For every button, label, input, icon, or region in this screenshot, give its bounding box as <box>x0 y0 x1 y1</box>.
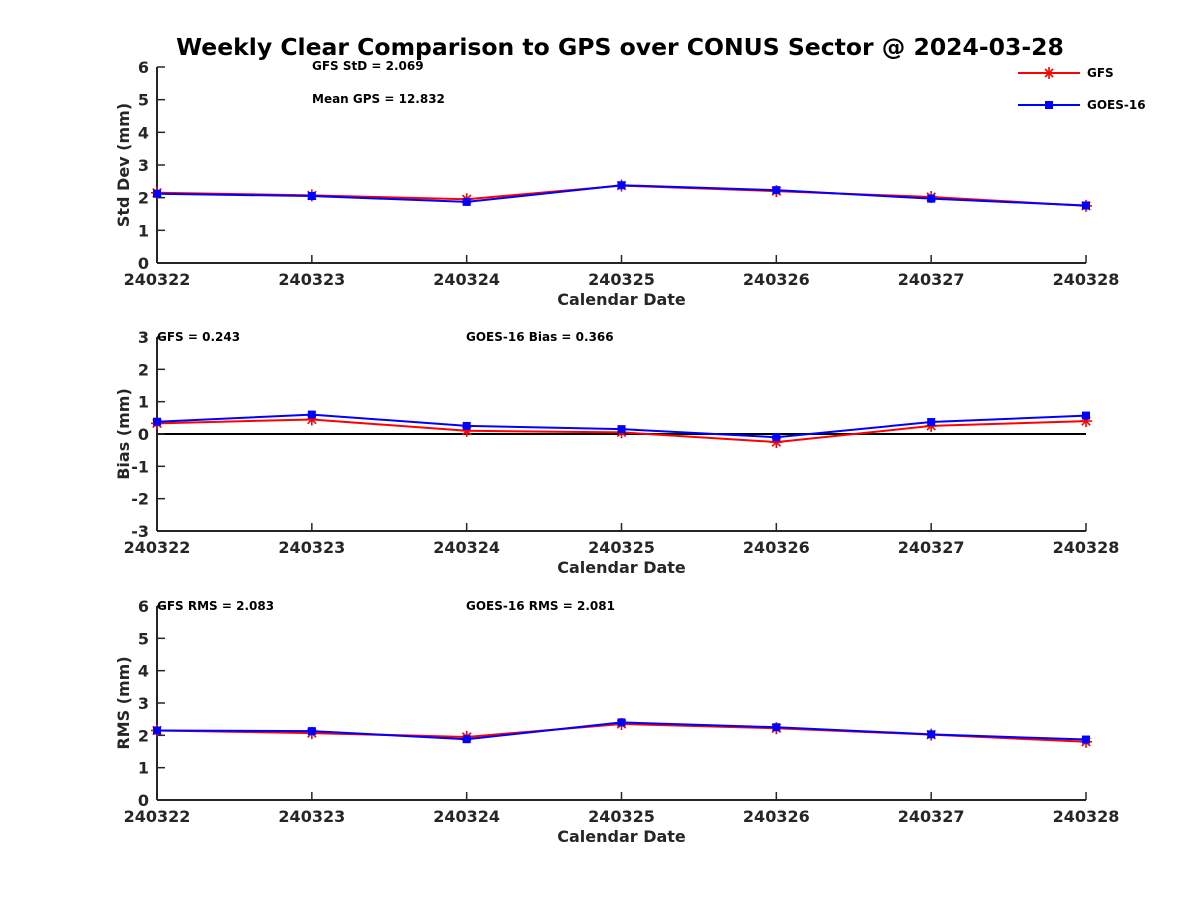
y-tick-label: 4 <box>138 662 149 681</box>
x-tick-label: 240322 <box>124 538 191 557</box>
y-tick-label: 0 <box>138 254 149 273</box>
figure-title: Weekly Clear Comparison to GPS over CONU… <box>176 33 1064 61</box>
stat-annotation: Mean GPS = 12.832 <box>312 92 445 106</box>
data-point-goes16 <box>462 197 471 206</box>
x-tick-label: 240326 <box>743 538 810 557</box>
y-tick-label: -1 <box>131 457 149 476</box>
legend: GFS GOES-16 <box>1018 66 1146 112</box>
stat-annotation: GFS RMS = 2.083 <box>157 599 274 613</box>
data-point-goes16 <box>462 735 471 744</box>
panel-2: 240322 240323 240324 240325 240326 240327 2403… <box>114 328 1119 577</box>
x-tick-label: 240328 <box>1053 270 1120 289</box>
x-tick-label: 240322 <box>124 807 191 826</box>
legend-goes16-marker <box>1045 101 1053 109</box>
y-tick-label: 3 <box>138 328 149 347</box>
data-point-goes16 <box>462 421 471 430</box>
data-point-goes16 <box>153 417 161 426</box>
stat-annotation: GOES-16 RMS = 2.081 <box>466 599 615 613</box>
data-point-goes16 <box>1082 735 1090 744</box>
stat-annotation: GFS = 0.243 <box>157 330 240 344</box>
y-tick-label: -2 <box>131 490 149 509</box>
x-tick-label: 240323 <box>278 807 345 826</box>
data-point-goes16 <box>927 418 936 427</box>
data-point-goes16 <box>1082 201 1090 210</box>
legend-entry-gfs: GFS <box>1018 66 1114 80</box>
x-tick-label: 240325 <box>588 807 655 826</box>
x-tick-label: 240322 <box>124 270 191 289</box>
legend-gfs-marker <box>1043 67 1055 79</box>
y-tick-label: 1 <box>138 393 149 412</box>
y-tick-label: 1 <box>138 759 149 778</box>
y-axis-label: Bias (mm) <box>114 388 133 480</box>
x-tick-label: 240328 <box>1053 807 1120 826</box>
y-tick-label: 3 <box>138 694 149 713</box>
x-tick-label: 240326 <box>743 807 810 826</box>
x-tick-label: 240323 <box>278 270 345 289</box>
y-tick-label: 5 <box>138 629 149 648</box>
data-point-goes16 <box>617 425 626 434</box>
y-axis-label: Std Dev (mm) <box>114 103 133 227</box>
legend-entry-goes16: GOES-16 <box>1018 98 1146 112</box>
x-tick-label: 240325 <box>588 270 655 289</box>
x-tick-label: 240323 <box>278 538 345 557</box>
y-tick-label: 3 <box>138 156 149 175</box>
data-point-goes16 <box>153 189 161 198</box>
data-point-goes16 <box>927 730 936 739</box>
y-tick-label: -3 <box>131 522 149 541</box>
legend-goes16-label: GOES-16 <box>1087 98 1146 112</box>
x-tick-label: 240324 <box>433 807 500 826</box>
x-axis-label: Calendar Date <box>557 290 686 309</box>
data-point-goes16 <box>307 410 316 419</box>
y-axis-label: RMS (mm) <box>114 656 133 749</box>
x-tick-label: 240327 <box>898 538 965 557</box>
x-tick-label: 240325 <box>588 538 655 557</box>
x-tick-label: 240328 <box>1053 538 1120 557</box>
y-tick-label: 4 <box>138 123 149 142</box>
data-point-goes16 <box>307 727 316 736</box>
panel-3: 240322 240323 240324 240325 240326 240327 2403… <box>114 597 1119 846</box>
x-tick-label: 240326 <box>743 270 810 289</box>
data-point-goes16 <box>772 723 781 732</box>
data-point-goes16 <box>153 726 161 735</box>
data-point-goes16 <box>772 433 781 442</box>
data-point-goes16 <box>307 192 316 201</box>
y-tick-label: 2 <box>138 360 149 379</box>
data-point-goes16 <box>617 718 626 727</box>
y-tick-label: 5 <box>138 91 149 110</box>
y-tick-label: 6 <box>138 58 149 77</box>
stat-annotation: GFS StD = 2.069 <box>312 59 424 73</box>
data-point-goes16 <box>772 186 781 195</box>
y-tick-label: 2 <box>138 726 149 745</box>
data-point-goes16 <box>617 181 626 190</box>
y-tick-label: 1 <box>138 221 149 240</box>
y-tick-label: 0 <box>138 791 149 810</box>
data-point-goes16 <box>1082 411 1090 420</box>
data-point-goes16 <box>927 194 936 203</box>
x-axis-label: Calendar Date <box>557 558 686 577</box>
legend-gfs-label: GFS <box>1087 66 1114 80</box>
stat-annotation: GOES-16 Bias = 0.366 <box>466 330 614 344</box>
x-tick-label: 240327 <box>898 270 965 289</box>
x-tick-label: 240327 <box>898 807 965 826</box>
x-tick-label: 240324 <box>433 538 500 557</box>
y-tick-label: 2 <box>138 189 149 208</box>
y-tick-label: 0 <box>138 425 149 444</box>
x-tick-label: 240324 <box>433 270 500 289</box>
x-axis-label: Calendar Date <box>557 827 686 846</box>
y-tick-label: 6 <box>138 597 149 616</box>
panel-1: 240322 240323 240324 240325 240326 240327 2403… <box>114 58 1119 309</box>
